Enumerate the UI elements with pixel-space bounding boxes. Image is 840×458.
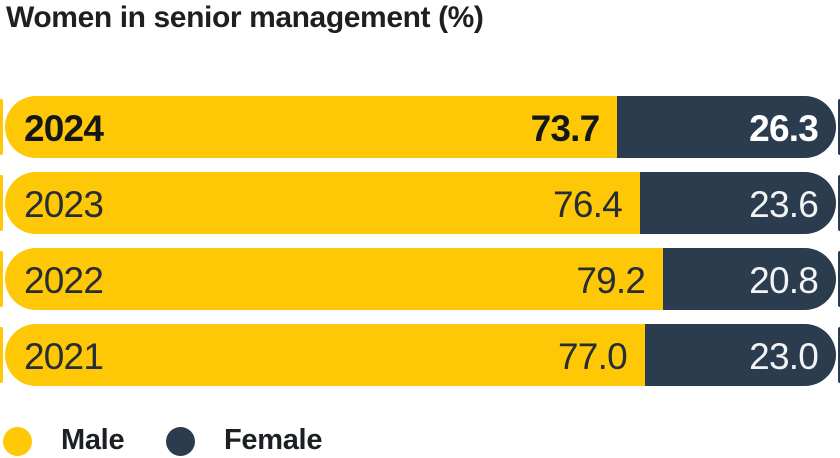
year-label: 2024 — [24, 107, 104, 149]
female-value-label: 26.3 — [749, 107, 819, 149]
year-label: 2023 — [24, 183, 104, 225]
male-segment: 2021 77.0 — [5, 324, 645, 386]
female-segment: 20.8 — [663, 248, 836, 310]
bar-row-2023: 2023 76.4 23.6 — [0, 172, 840, 234]
female-segment: 23.6 — [639, 172, 836, 234]
female-segment: 26.3 — [617, 96, 836, 158]
female-value-label: 20.8 — [749, 259, 819, 301]
female-value-label: 23.0 — [749, 335, 819, 377]
bar-pill: 2022 79.2 20.8 — [5, 248, 836, 310]
male-segment: 2024 73.7 — [5, 96, 618, 158]
male-value-label: 79.2 — [576, 259, 646, 301]
bar-row-2021: 2021 77.0 23.0 — [0, 324, 840, 386]
bar-pill: 2023 76.4 23.6 — [5, 172, 836, 234]
male-legend-label: Male — [61, 424, 125, 456]
legend-item-female: Female — [166, 426, 322, 457]
chart-title: Women in senior management (%) — [6, 1, 484, 34]
male-legend-dot-icon — [3, 427, 32, 456]
male-value-label: 76.4 — [553, 183, 623, 225]
year-label: 2022 — [24, 259, 104, 301]
bar-row-2024: 2024 73.7 26.3 — [0, 96, 840, 158]
legend-item-male: Male — [3, 424, 125, 457]
male-value-label: 73.7 — [530, 107, 601, 149]
female-segment: 23.0 — [644, 324, 836, 386]
bar-pill: 2024 73.7 26.3 — [5, 96, 836, 158]
male-segment: 2023 76.4 — [5, 172, 640, 234]
female-legend-label: Female — [224, 424, 323, 456]
year-label: 2021 — [24, 335, 104, 377]
male-segment: 2022 79.2 — [5, 248, 664, 310]
bar-pill: 2021 77.0 23.0 — [5, 324, 836, 386]
female-value-label: 23.6 — [749, 183, 819, 225]
female-legend-dot-icon — [166, 427, 195, 456]
bar-row-2022: 2022 79.2 20.8 — [0, 248, 840, 310]
male-value-label: 77.0 — [558, 335, 628, 377]
